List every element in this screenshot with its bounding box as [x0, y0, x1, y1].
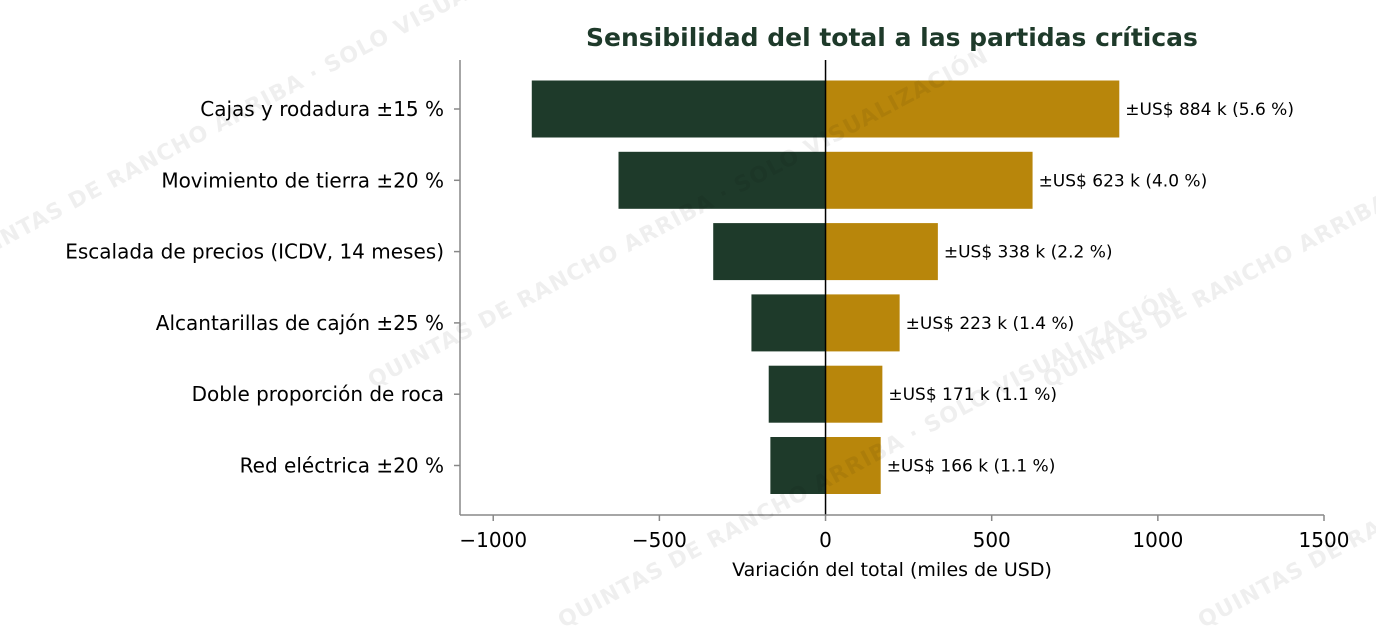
chart-title: Sensibilidad del total a las partidas cr… [586, 23, 1198, 52]
x-tick-label-3: 500 [973, 528, 1011, 552]
bar-negative-3 [751, 294, 826, 352]
data-label-4: ±US$ 171 k (1.1 %) [888, 385, 1057, 405]
data-label-1: ±US$ 623 k (4.0 %) [1039, 171, 1208, 191]
bar-positive-4 [825, 365, 883, 423]
bar-positive-0 [825, 80, 1120, 138]
x-tick-label-5: 1500 [1299, 528, 1350, 552]
y-tick-label-3: Alcantarillas de cajón ±25 % [156, 311, 444, 335]
bar-positive-3 [825, 294, 900, 352]
y-tick-label-1: Movimiento de tierra ±20 % [161, 168, 444, 192]
bar-negative-0 [531, 80, 826, 138]
x-tick-label-2: 0 [819, 528, 832, 552]
data-label-3: ±US$ 223 k (1.4 %) [906, 314, 1075, 334]
data-label-5: ±US$ 166 k (1.1 %) [887, 457, 1056, 477]
data-label-2: ±US$ 338 k (2.2 %) [944, 243, 1113, 263]
bar-negative-4 [768, 365, 826, 423]
x-tick-label-1: −500 [632, 528, 687, 552]
x-tick-label-0: −1000 [459, 528, 527, 552]
bar-negative-1 [618, 151, 826, 209]
y-tick-label-2: Escalada de precios (ICDV, 14 meses) [65, 240, 444, 264]
bar-negative-2 [713, 223, 826, 281]
bar-positive-1 [825, 151, 1033, 209]
x-axis-label: Variación del total (miles de USD) [732, 559, 1052, 581]
y-tick-label-5: Red eléctrica ±20 % [240, 454, 444, 478]
bars-group: ±US$ 884 k (5.6 %) ±US$ 623 k (4.0 %) ±US$… [531, 60, 1294, 515]
x-tick-label-4: 1000 [1132, 528, 1183, 552]
y-tick-label-4: Doble proporción de roca [192, 382, 444, 406]
y-tick-label-0: Cajas y rodadura ±15 % [200, 97, 444, 121]
bar-positive-2 [825, 223, 938, 281]
data-label-0: ±US$ 884 k (5.6 %) [1125, 100, 1294, 120]
tornado-chart: Sensibilidad del total a las partidas cr… [65, 23, 1349, 581]
bar-positive-5 [825, 437, 881, 494]
axes-group: Cajas y rodadura ±15 % Movimiento de tier… [65, 60, 1349, 552]
bar-negative-5 [770, 437, 826, 494]
